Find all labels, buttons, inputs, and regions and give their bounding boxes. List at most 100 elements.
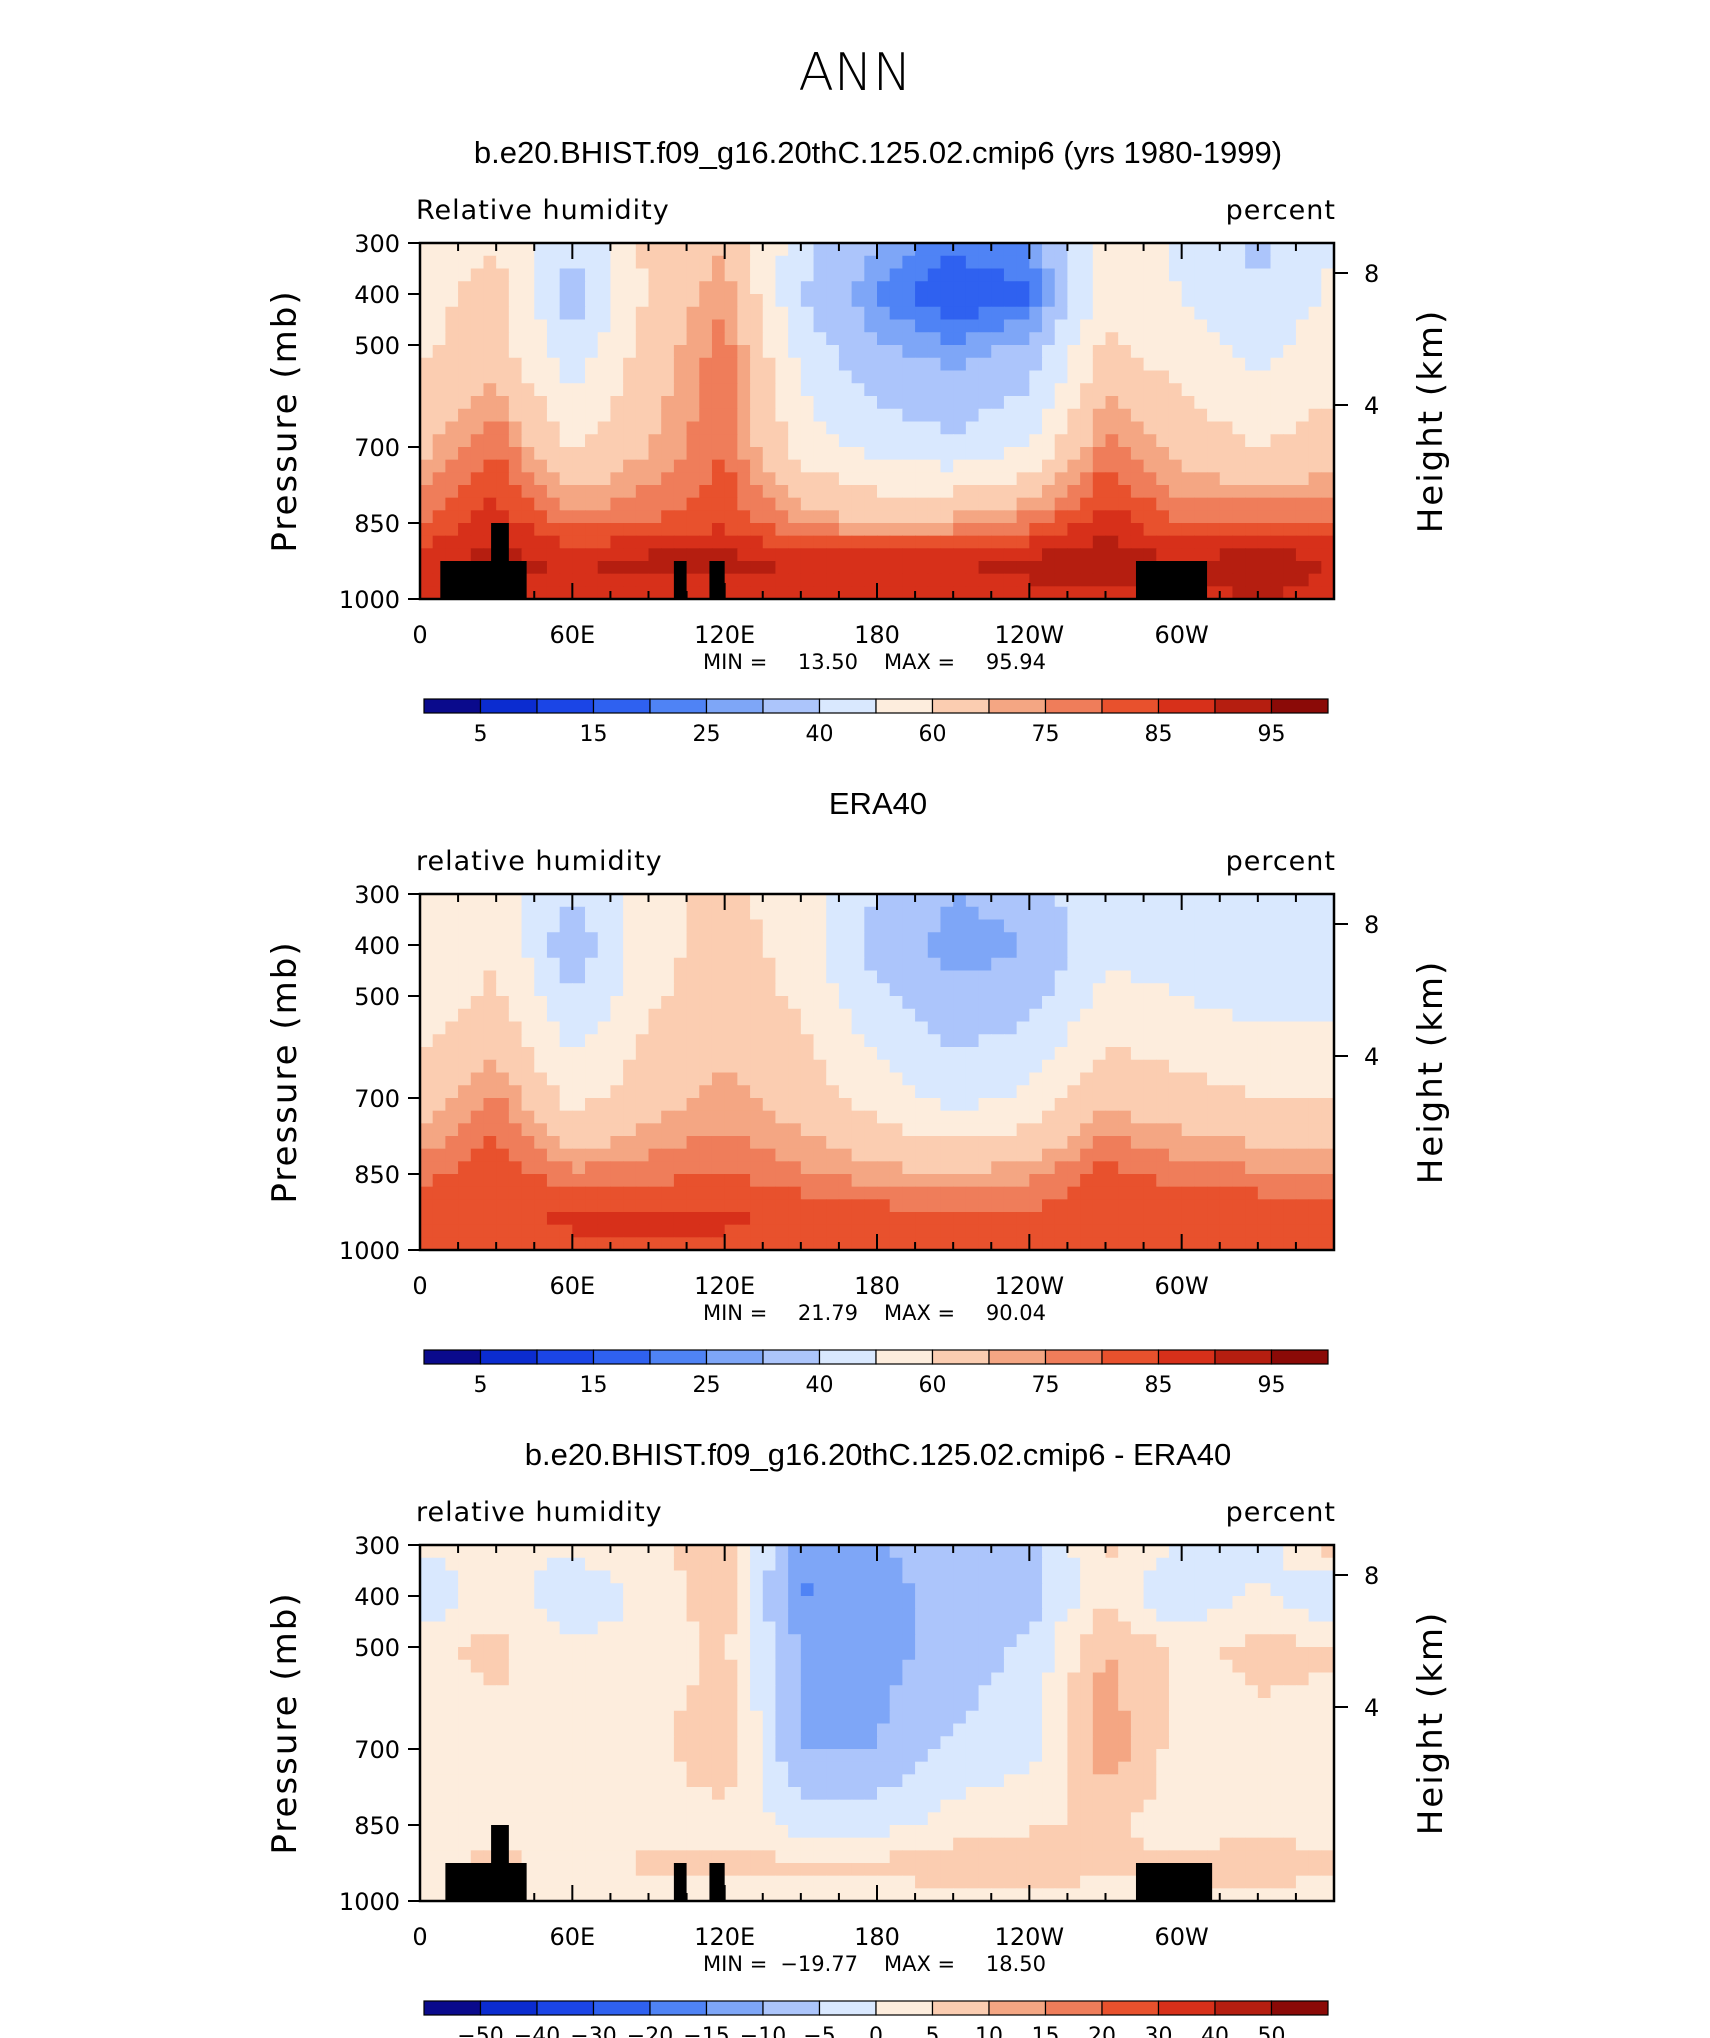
heatmap-cell — [508, 319, 523, 333]
heatmap-cell — [724, 894, 738, 908]
heatmap-cell — [1118, 1047, 1132, 1061]
heatmap-cell — [775, 383, 789, 397]
heatmap-cell — [889, 1621, 903, 1635]
heatmap-cell — [1067, 1186, 1081, 1200]
heatmap-cell — [1219, 1621, 1234, 1635]
heatmap-cell — [420, 396, 434, 410]
heatmap-cell — [458, 1659, 472, 1674]
heatmap-cell — [661, 1098, 675, 1112]
heatmap-cell — [623, 1047, 637, 1061]
heatmap-cell — [800, 1161, 815, 1175]
heatmap-cell — [610, 1186, 624, 1200]
heatmap-cell — [1308, 894, 1322, 908]
heatmap-cell — [1003, 459, 1018, 473]
heatmap-cell — [902, 434, 916, 448]
heatmap-cell — [572, 1583, 586, 1597]
heatmap-cell — [610, 523, 624, 537]
heatmap-cell — [1016, 1174, 1030, 1188]
heatmap-cell — [927, 996, 942, 1010]
heatmap-cell — [915, 1148, 929, 1162]
heatmap-cell — [915, 319, 929, 333]
heatmap-cell — [851, 1570, 865, 1584]
heatmap-cell — [864, 1621, 878, 1635]
heatmap-cell — [546, 281, 561, 295]
heatmap-cell — [991, 345, 1005, 359]
heatmap-cell — [864, 1123, 878, 1137]
heatmap-cell — [648, 1659, 662, 1674]
heatmap-cell — [648, 255, 662, 270]
heatmap-cell — [877, 1186, 891, 1200]
heatmap-cell — [1283, 1224, 1297, 1238]
heatmap-cell — [635, 983, 650, 997]
heatmap-cell — [1016, 1186, 1030, 1200]
heatmap-cell — [1245, 396, 1259, 410]
heatmap-cell — [826, 1085, 840, 1099]
heatmap-cell — [1080, 1123, 1094, 1137]
heatmap-cell — [902, 294, 916, 308]
heatmap-cell — [1219, 906, 1234, 921]
heatmap-cell — [927, 1557, 942, 1572]
heatmap-cell — [572, 1557, 586, 1572]
heatmap-cell — [927, 523, 942, 537]
heatmap-cell — [559, 996, 573, 1010]
heatmap-cell — [597, 1621, 612, 1635]
heatmap-cell — [458, 1199, 472, 1213]
heatmap-cell — [953, 561, 967, 575]
heatmap-cell — [1118, 294, 1132, 308]
heatmap-cell — [724, 306, 738, 321]
heatmap-cell — [597, 523, 612, 537]
heatmap-cell — [1156, 408, 1170, 423]
heatmap-cell — [1130, 1148, 1145, 1162]
heatmap-cell — [889, 586, 903, 600]
heatmap-cell — [508, 1136, 523, 1150]
heatmap-cell — [902, 472, 916, 486]
heatmap-cell — [1168, 1647, 1183, 1661]
heatmap-cell — [610, 1621, 624, 1635]
heatmap-cell — [445, 243, 459, 257]
heatmap-cell — [1156, 1212, 1170, 1226]
heatmap-cell — [711, 1570, 726, 1584]
heatmap-cell — [711, 497, 726, 511]
heatmap-cell — [800, 548, 815, 562]
heatmap-cell — [559, 1034, 573, 1048]
heatmap-cell — [1219, 1557, 1234, 1572]
heatmap-cell — [470, 970, 485, 984]
heatmap-cell — [673, 1059, 688, 1074]
heatmap-cell — [1257, 294, 1272, 308]
heatmap-cell — [686, 255, 700, 270]
heatmap-cell — [1321, 1072, 1335, 1086]
heatmap-cell — [597, 1008, 612, 1023]
heatmap-cell — [737, 383, 751, 397]
heatmap-cell — [838, 243, 853, 257]
heatmap-cell — [1232, 1237, 1246, 1251]
heatmap-cell — [458, 535, 472, 549]
heatmap-cell — [496, 472, 510, 486]
heatmap-cell — [1270, 1545, 1284, 1559]
heatmap-cell — [915, 1136, 929, 1150]
heatmap-cell — [1270, 561, 1284, 575]
heatmap-cell — [623, 586, 637, 600]
heatmap-cell — [877, 332, 891, 346]
heatmap-cell — [420, 497, 434, 511]
heatmap-cell — [1105, 319, 1119, 333]
heatmap-cell — [686, 945, 700, 959]
heatmap-cell — [1029, 983, 1043, 997]
heatmap-cell — [1194, 306, 1208, 321]
heatmap-cell — [534, 383, 548, 397]
heatmap-cell — [1118, 1237, 1132, 1251]
heatmap-cell — [1257, 255, 1272, 270]
heatmap-cell — [1207, 396, 1221, 410]
heatmap-cell — [788, 472, 802, 486]
heatmap-cell — [699, 548, 713, 562]
heatmap-cell — [661, 1008, 675, 1023]
heatmap-cell — [508, 472, 523, 486]
heatmap-cell — [572, 268, 586, 282]
heatmap-cell — [661, 1047, 675, 1061]
heatmap-cell — [1181, 1608, 1195, 1623]
heatmap-cell — [1105, 447, 1119, 461]
heatmap-cell — [635, 497, 650, 511]
heatmap-cell — [978, 255, 992, 270]
colorbar-box — [1044, 1349, 1103, 1365]
heatmap-cell — [1143, 1085, 1157, 1099]
heatmap-cell — [991, 383, 1005, 397]
